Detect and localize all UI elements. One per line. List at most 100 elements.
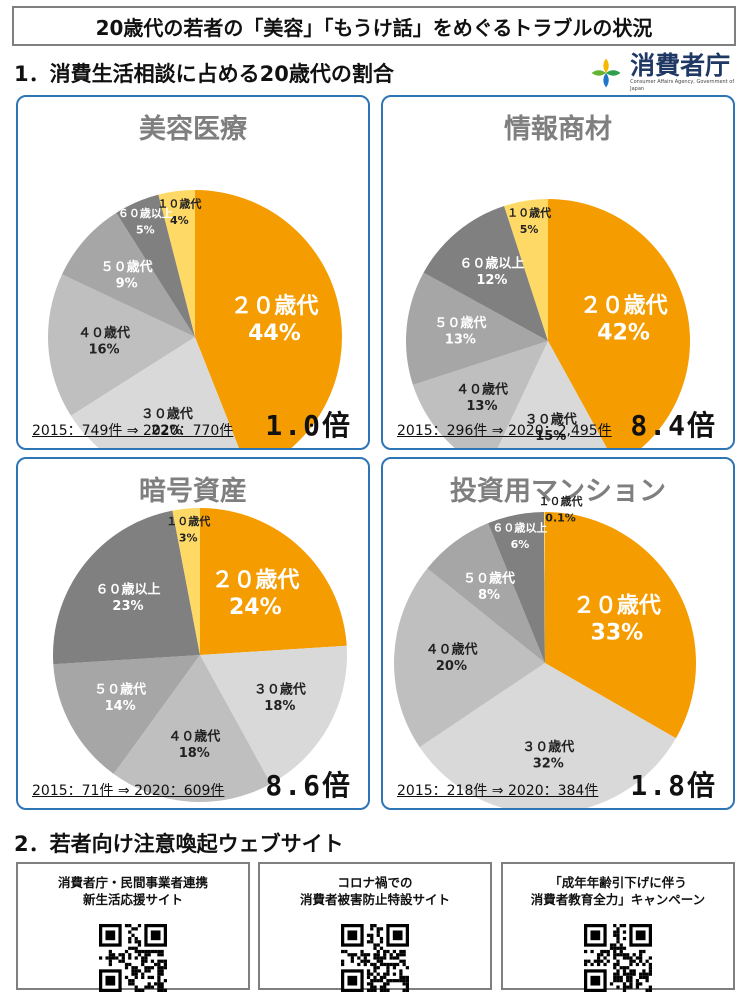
slice-percent: 18% <box>264 699 295 714</box>
pie-chart: ２０歳代42%３０歳代15%４０歳代13%５０歳代13%６０歳以上12%１０歳代… <box>406 199 690 448</box>
agency-logo-subtitle: Consumer Affairs Agency, Government of J… <box>630 79 735 92</box>
slice-percent: 24% <box>229 595 282 620</box>
slice-percent: 22% <box>151 424 182 439</box>
slice-label: ５０歳代 <box>101 259 153 275</box>
pie-slice <box>158 190 195 337</box>
slice-label: １０歳代 <box>157 197 201 211</box>
slice-label: ３０歳代 <box>525 411 577 427</box>
slice-percent: 5% <box>136 223 155 236</box>
slice-percent: 42% <box>597 321 650 346</box>
slice-percent: 8% <box>478 588 500 603</box>
agency-logo-icon <box>591 58 621 88</box>
agency-logo: 消費者庁 Consumer Affairs Agency, Government… <box>588 52 738 94</box>
slice-percent: 15% <box>535 429 566 444</box>
chart-panel-angou: 暗号資産 ２０歳代 24% ３０歳代 18% ４０歳代 18% ５０歳代 14% ６０歳以上 23… <box>16 457 370 810</box>
pie-slice <box>53 655 200 774</box>
chart-panel-jouhou: 情報商材 ２０歳代 42% ３０歳代 15% ４０歳代 13% ５０歳代 13% ６０歳以上 12… <box>381 95 735 450</box>
slice-percent: 32% <box>533 757 564 772</box>
site-card-corona[interactable]: コロナ禍での 消費者被害防止特設サイト <box>258 862 492 992</box>
slice-percent: 4% <box>170 214 189 227</box>
site-card-new-life[interactable]: 消費者庁・民間事業者連携 新生活応援サイト <box>16 862 250 992</box>
pie-slice <box>47 274 195 416</box>
qr-code-icon[interactable] <box>584 924 652 992</box>
pie-slice <box>200 645 347 784</box>
chart-title: 美容医療 <box>139 114 247 145</box>
site-card-label: 「成年年齢引下げに伴う 消費者教育全力」キャンペーン <box>530 875 706 907</box>
slice-percent: 23% <box>112 599 143 614</box>
slice-label: ６０歳以上 <box>459 256 524 272</box>
slice-label: ２０歳代 <box>230 294 318 319</box>
pie-slice <box>113 655 271 802</box>
case-count-stats: 2015：296件 ⇒ 2020：2,495件 <box>397 423 612 439</box>
slice-percent: 6% <box>511 538 530 551</box>
slice-percent: 12% <box>476 273 507 288</box>
chart-title: 投資用マンション <box>450 476 666 507</box>
site-card-label: 消費者庁・民間事業者連携 新生活応援サイト <box>57 875 208 907</box>
slice-percent: 0.1% <box>545 512 576 525</box>
qr-code-icon[interactable] <box>341 924 409 992</box>
chart-panel-biyou: 美容医療 ２０歳代 44% ３０歳代 22% ４０歳代 16% ５０歳代 9% ６０歳以上 5% １… <box>16 95 370 450</box>
pie-slice <box>412 341 548 448</box>
slice-label: ５０歳代 <box>463 570 515 586</box>
case-count-stats: 2015：71件 ⇒ 2020：609件 <box>32 783 225 799</box>
slice-label: ３０歳代 <box>522 739 574 755</box>
page-title: 20歳代の若者の「美容」「もうけ話」をめぐるトラブルの状況 <box>12 6 736 46</box>
pie-slice <box>200 508 347 655</box>
slice-percent: 9% <box>116 277 138 292</box>
growth-multiplier: 8.4倍 <box>630 409 717 442</box>
pie-slice <box>406 272 548 385</box>
slice-label: ３０歳代 <box>254 681 306 697</box>
pie-slice <box>544 512 545 663</box>
slice-percent: 18% <box>179 746 210 761</box>
slice-percent: 33% <box>591 620 644 645</box>
site-card-campaign[interactable]: 「成年年齢引下げに伴う 消費者教育全力」キャンペーン <box>501 862 735 992</box>
slice-label: ５０歳代 <box>94 681 146 697</box>
slice-label: ５０歳代 <box>434 315 486 331</box>
pie-slice <box>53 510 200 665</box>
slice-label: ４０歳代 <box>425 641 477 657</box>
pie-slice <box>61 212 196 337</box>
qr-code-icon[interactable] <box>99 924 167 992</box>
slice-label: ４０歳代 <box>78 325 130 341</box>
slice-percent: 13% <box>466 399 497 414</box>
slice-percent: 20% <box>436 659 467 674</box>
slice-label: １０歳代 <box>539 494 583 508</box>
slice-label: ４０歳代 <box>456 382 508 398</box>
slice-label: ２０歳代 <box>580 294 668 319</box>
case-count-stats: 2015：749件 ⇒ 2020：770件 <box>32 423 234 439</box>
slice-percent: 16% <box>88 343 119 358</box>
slice-label: １０歳代 <box>507 205 551 219</box>
slice-label: ６０歳以上 <box>492 521 547 535</box>
slice-label: ３０歳代 <box>141 406 193 422</box>
growth-multiplier: 1.0倍 <box>265 409 352 442</box>
slice-percent: 44% <box>248 321 301 346</box>
pie-slice <box>419 663 676 808</box>
slice-percent: 3% <box>179 532 198 545</box>
chart-title: 情報商材 <box>504 114 612 145</box>
slice-label: １０歳代 <box>166 514 210 528</box>
slice-label: ２０歳代 <box>573 593 661 618</box>
pie-slice <box>497 341 607 448</box>
pie-slice <box>488 512 545 663</box>
pie-slice <box>423 205 548 341</box>
pie-slice <box>504 199 548 341</box>
pie-slice <box>545 512 696 739</box>
pie-slice <box>548 199 690 448</box>
agency-logo-name: 消費者庁 <box>630 51 731 80</box>
case-count-stats: 2015：218件 ⇒ 2020：384件 <box>397 783 599 799</box>
pie-slice <box>195 190 342 448</box>
slice-label: ４０歳代 <box>168 728 220 744</box>
pie-slice <box>172 508 200 655</box>
section-1-heading: 1．消費生活相談に占める20歳代の割合 <box>14 62 394 86</box>
pie-slice <box>394 568 545 748</box>
slice-label: ６０歳以上 <box>118 206 173 220</box>
slice-percent: 13% <box>445 333 476 348</box>
growth-multiplier: 1.8倍 <box>630 769 717 802</box>
slice-label: ６０歳以上 <box>95 582 160 598</box>
slice-percent: 5% <box>520 223 539 236</box>
chart-panel-mansion: 投資用マンション ２０歳代 33% ３０歳代 32% ４０歳代 20% ５０歳代 8% ６０歳以… <box>381 457 735 810</box>
site-card-label: コロナ禍での 消費者被害防止特設サイト <box>299 875 450 907</box>
